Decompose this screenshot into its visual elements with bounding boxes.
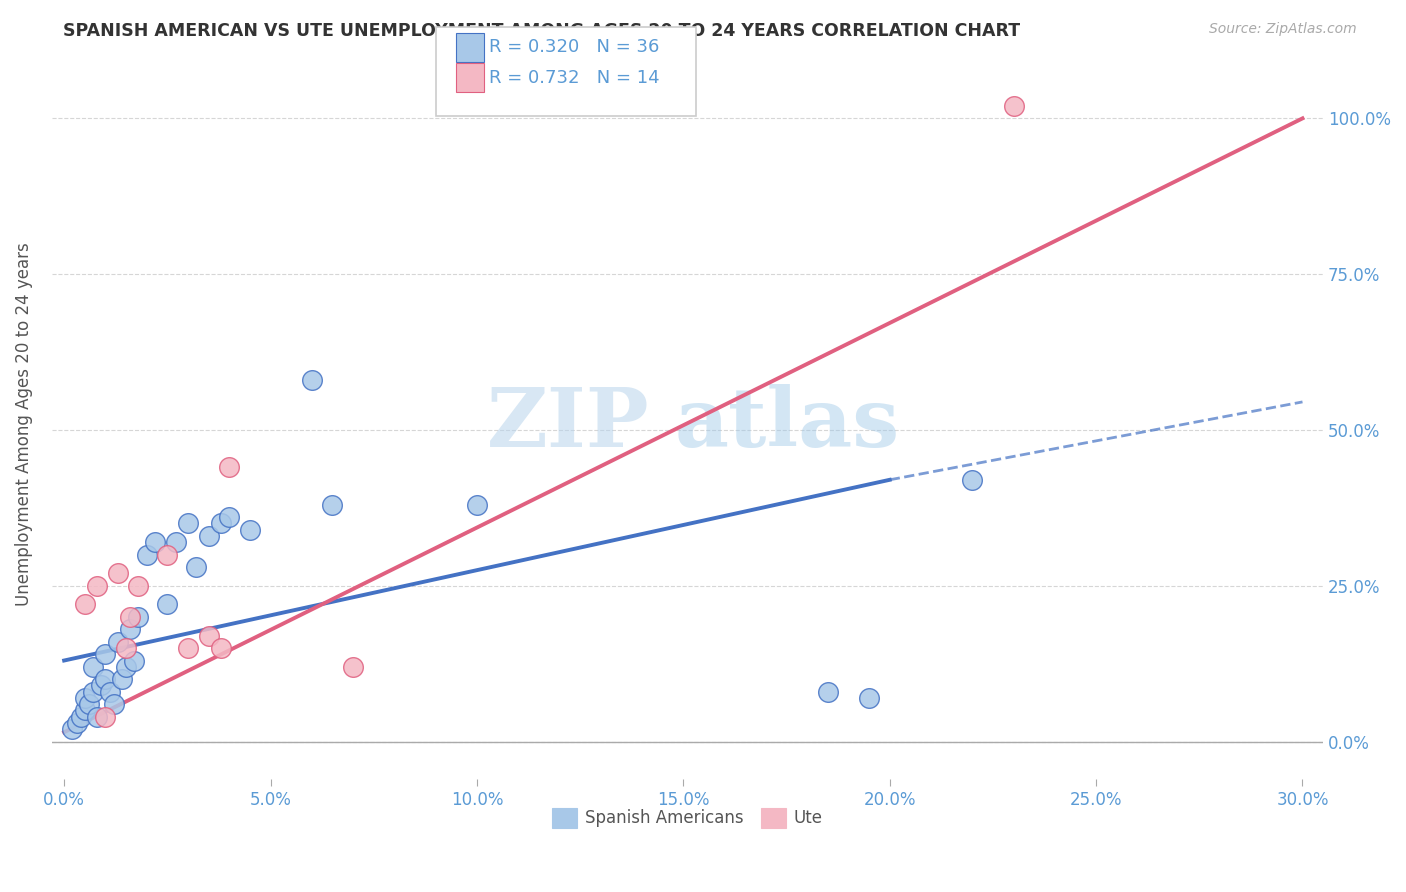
Text: Source: ZipAtlas.com: Source: ZipAtlas.com (1209, 22, 1357, 37)
Point (94, 672, 117, 686)
Point (115, 659, 138, 673)
Point (177, 516, 200, 531)
Text: R = 0.320   N = 36: R = 0.320 N = 36 (489, 38, 659, 56)
Legend: Spanish Americans, Ute: Spanish Americans, Ute (546, 801, 830, 835)
Point (177, 641, 200, 656)
Point (107, 635, 129, 649)
Point (197, 629, 219, 643)
Point (86, 709, 108, 723)
Point (321, 498, 343, 512)
Point (73, 598, 96, 612)
Point (156, 598, 179, 612)
Point (98, 684, 121, 698)
Point (239, 523, 262, 537)
Point (90, 678, 112, 692)
Point (817, 684, 839, 698)
Point (143, 535, 166, 549)
Point (127, 610, 149, 624)
Point (209, 516, 232, 531)
Point (465, 498, 488, 512)
Point (218, 510, 240, 524)
Point (135, 548, 157, 562)
Point (962, 473, 984, 487)
Point (86, 579, 108, 593)
Point (156, 548, 179, 562)
Point (197, 529, 219, 543)
Point (69, 709, 91, 723)
Point (82, 659, 104, 673)
Point (186, 560, 208, 574)
Point (94, 709, 117, 723)
Point (124, 653, 146, 667)
Point (94, 648, 117, 662)
Point (120, 623, 142, 637)
Text: atlas: atlas (675, 384, 900, 464)
Text: SPANISH AMERICAN VS UTE UNEMPLOYMENT AMONG AGES 20 TO 24 YEARS CORRELATION CHART: SPANISH AMERICAN VS UTE UNEMPLOYMENT AMO… (63, 22, 1021, 40)
Point (342, 659, 364, 673)
Text: ZIP: ZIP (486, 384, 650, 464)
Point (115, 641, 138, 656)
Point (127, 579, 149, 593)
Point (209, 641, 232, 656)
Text: R = 0.732   N = 14: R = 0.732 N = 14 (489, 69, 659, 87)
Point (301, 373, 323, 387)
Point (1002, 99, 1025, 113)
Point (107, 566, 129, 581)
Point (858, 690, 880, 705)
Point (120, 610, 142, 624)
Point (165, 535, 187, 549)
Y-axis label: Unemployment Among Ages 20 to 24 years: Unemployment Among Ages 20 to 24 years (15, 242, 32, 606)
Point (65, 715, 87, 730)
Point (82, 684, 104, 698)
Point (73, 703, 96, 717)
Point (60, 722, 83, 736)
Point (73, 690, 96, 705)
Point (103, 697, 125, 711)
Point (218, 460, 240, 475)
Point (111, 672, 134, 686)
Point (77, 697, 100, 711)
